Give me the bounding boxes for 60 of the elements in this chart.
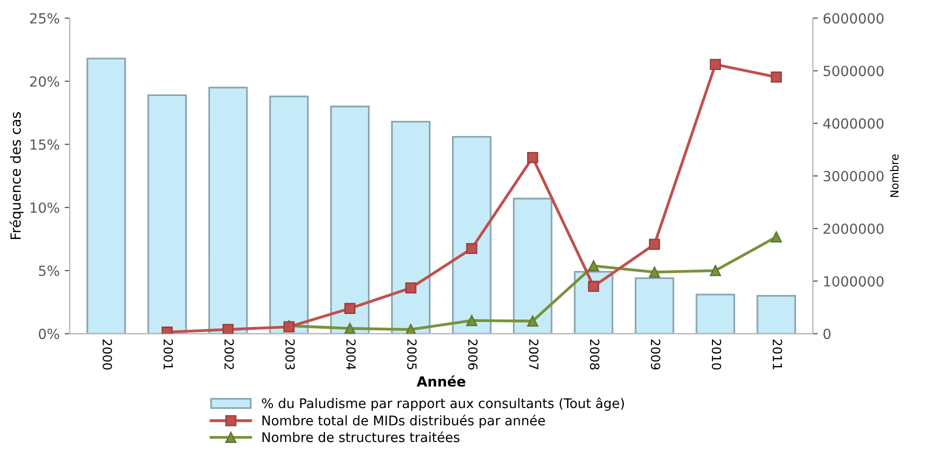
y-tick-label: 5% (38, 266, 60, 276)
point (466, 314, 478, 326)
bar (574, 271, 614, 334)
point (405, 324, 416, 334)
bar (696, 294, 736, 334)
point (344, 302, 356, 314)
y2-tick-label: 6000000 (824, 13, 884, 24)
y-axis-title: Fréquence des cas (10, 112, 24, 240)
x-tick-label: 2007 (529, 339, 538, 370)
legend-label: Nombre total de MIDs distribués par année (262, 414, 545, 428)
point (710, 265, 721, 276)
x-tick-label: 2002 (224, 339, 234, 370)
point (405, 282, 416, 294)
y2-tick-label: 4000000 (823, 118, 884, 129)
point (648, 266, 660, 278)
point (222, 324, 234, 334)
bar (86, 58, 126, 334)
point (710, 58, 721, 70)
bar (147, 94, 187, 334)
point (588, 280, 600, 292)
bar (452, 136, 492, 334)
point (588, 260, 600, 272)
x-tick-label: 2009 (650, 339, 660, 370)
legend-label: % du Paludisme par rapport aux consultants (Tout âge) (262, 397, 624, 411)
y-tick-label: 15% (30, 139, 60, 150)
y2-tick-label: 0 (824, 328, 831, 340)
x-tick-label: 2006 (468, 339, 478, 370)
x-tick-label: 2005 (407, 339, 417, 370)
bar (391, 120, 431, 334)
y2-tick-label: 5000000 (824, 66, 884, 76)
x-tick-label: 2000 (102, 339, 112, 370)
point (344, 322, 356, 334)
x-tick-label: 2001 (164, 339, 173, 370)
x-tick-label: 2008 (590, 339, 600, 370)
point (527, 152, 538, 164)
x-tick-label: 2003 (285, 339, 295, 370)
x-tick-label: 2011 (772, 339, 782, 370)
y-tick-label: 10% (30, 202, 60, 213)
bar (512, 198, 552, 334)
y-tick-label: 0% (38, 328, 60, 340)
bar (634, 277, 674, 334)
x-axis-title: Année (416, 375, 466, 387)
y-tick-label: 25% (30, 13, 60, 24)
point (770, 231, 782, 242)
y2-tick-label: 2000000 (824, 223, 884, 234)
bar (269, 96, 309, 334)
y2-axis-title: Nombre (890, 154, 899, 197)
x-tick-label: 2004 (346, 339, 356, 370)
point (527, 316, 538, 327)
point (466, 242, 478, 254)
point (770, 72, 782, 83)
y2-tick-label: 1000000 (824, 276, 884, 287)
bar (756, 294, 796, 334)
x-tick-label: 2010 (712, 339, 722, 370)
point (648, 238, 660, 250)
y2-tick-label: 3000000 (824, 170, 884, 182)
bar (330, 106, 370, 334)
bar (208, 86, 248, 334)
y-tick-label: 20% (30, 76, 60, 87)
legend-label: Nombre de structures traitées (262, 431, 460, 442)
